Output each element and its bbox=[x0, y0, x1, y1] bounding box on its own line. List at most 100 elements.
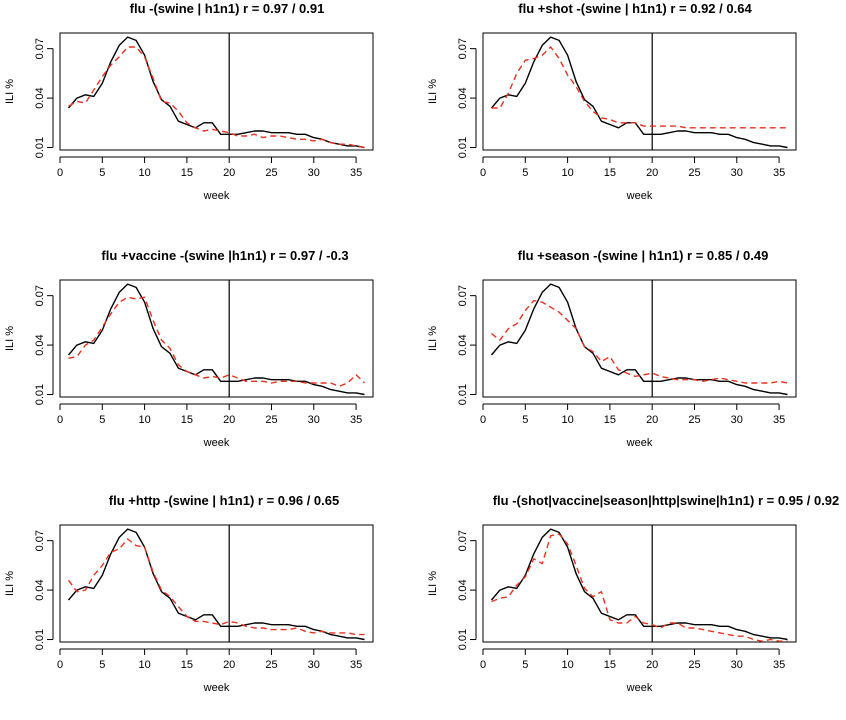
x-axis-label: week bbox=[626, 190, 653, 202]
x-tick-label: 5 bbox=[99, 167, 105, 179]
y-tick-label: 0.01 bbox=[457, 384, 469, 405]
y-tick-label: 0.04 bbox=[34, 334, 46, 355]
x-tick-label: 5 bbox=[522, 659, 528, 671]
x-tick-label: 5 bbox=[522, 167, 528, 179]
chart-panel-4: flu +season -(swine | h1n1) r = 0.85 / 0… bbox=[427, 248, 797, 449]
panel-title: flu +http -(swine | h1n1) r = 0.96 / 0.6… bbox=[109, 493, 339, 508]
x-axis-label: week bbox=[203, 190, 230, 202]
chart-panel-6: flu -(shot|vaccine|season|http|swine|h1n… bbox=[427, 493, 839, 694]
x-tick-label: 15 bbox=[181, 659, 193, 671]
series-line-estimated bbox=[491, 533, 788, 642]
x-tick-label: 20 bbox=[223, 167, 235, 179]
x-tick-label: 35 bbox=[773, 659, 785, 671]
x-tick-label: 20 bbox=[646, 167, 658, 179]
series-line-observed bbox=[490, 528, 788, 641]
plot-frame bbox=[59, 279, 374, 398]
y-tick-label: 0.07 bbox=[457, 38, 469, 59]
x-axis-label: week bbox=[626, 682, 653, 694]
x-tick-label: 10 bbox=[138, 659, 150, 671]
x-tick-label: 35 bbox=[350, 414, 362, 426]
y-tick-label: 0.01 bbox=[34, 384, 46, 405]
x-tick-label: 15 bbox=[604, 659, 616, 671]
x-axis-label: week bbox=[203, 682, 230, 694]
y-tick-label: 0.01 bbox=[34, 629, 46, 650]
series-line-observed bbox=[490, 36, 788, 149]
y-axis-label: ILI % bbox=[4, 326, 16, 351]
x-tick-label: 0 bbox=[57, 167, 63, 179]
chart-panel-2: flu +shot -(swine | h1n1) r = 0.92 / 0.6… bbox=[427, 1, 797, 202]
series-line-observed bbox=[67, 36, 365, 149]
x-tick-label: 30 bbox=[308, 414, 320, 426]
x-tick-label: 15 bbox=[604, 414, 616, 426]
x-tick-label: 10 bbox=[561, 414, 573, 426]
x-tick-label: 30 bbox=[308, 167, 320, 179]
x-tick-label: 0 bbox=[480, 414, 486, 426]
y-tick-label: 0.07 bbox=[34, 38, 46, 59]
x-tick-label: 35 bbox=[773, 167, 785, 179]
plot-frame bbox=[482, 279, 797, 398]
x-tick-label: 5 bbox=[99, 414, 105, 426]
series-line-estimated bbox=[68, 46, 365, 149]
y-axis-label: ILI % bbox=[427, 326, 439, 351]
panel-title: flu +vaccine -(swine |h1n1) r = 0.97 / -… bbox=[101, 248, 348, 263]
x-tick-label: 30 bbox=[308, 659, 320, 671]
y-axis-label: ILI % bbox=[4, 571, 16, 596]
y-axis-label: ILI % bbox=[4, 79, 16, 104]
plot-frame bbox=[482, 524, 797, 643]
y-tick-label: 0.04 bbox=[457, 579, 469, 600]
panel-title: flu -(swine | h1n1) r = 0.97 / 0.91 bbox=[130, 1, 325, 16]
series-line-observed bbox=[67, 528, 365, 641]
series-line-observed bbox=[67, 283, 365, 396]
x-tick-label: 20 bbox=[646, 414, 658, 426]
plot-frame bbox=[59, 524, 374, 643]
x-tick-label: 10 bbox=[561, 659, 573, 671]
chart-panel-1: flu -(swine | h1n1) r = 0.97 / 0.91 0 5 10 1… bbox=[4, 1, 374, 202]
series-line-estimated bbox=[68, 296, 365, 387]
series-line-estimated bbox=[67, 538, 365, 636]
x-tick-label: 30 bbox=[731, 167, 743, 179]
x-tick-label: 5 bbox=[99, 659, 105, 671]
x-axis-label: week bbox=[203, 437, 230, 449]
x-tick-label: 5 bbox=[522, 414, 528, 426]
plot-frame bbox=[482, 32, 797, 151]
y-tick-label: 0.01 bbox=[457, 629, 469, 650]
x-tick-label: 10 bbox=[561, 167, 573, 179]
y-axis-label: ILI % bbox=[427, 571, 439, 596]
x-tick-label: 20 bbox=[223, 659, 235, 671]
y-tick-label: 0.04 bbox=[457, 87, 469, 108]
panel-title: flu +shot -(swine | h1n1) r = 0.92 / 0.6… bbox=[518, 1, 752, 16]
x-tick-label: 20 bbox=[223, 414, 235, 426]
x-tick-label: 35 bbox=[350, 167, 362, 179]
x-tick-label: 15 bbox=[604, 167, 616, 179]
x-tick-label: 35 bbox=[773, 414, 785, 426]
x-tick-label: 10 bbox=[138, 167, 150, 179]
x-tick-label: 25 bbox=[265, 414, 277, 426]
y-tick-label: 0.07 bbox=[457, 530, 469, 551]
x-tick-label: 25 bbox=[688, 659, 700, 671]
x-tick-label: 25 bbox=[688, 414, 700, 426]
x-tick-label: 30 bbox=[731, 414, 743, 426]
x-tick-label: 0 bbox=[57, 414, 63, 426]
chart-panel-3: flu +vaccine -(swine |h1n1) r = 0.97 / -… bbox=[4, 248, 374, 449]
panel-title: flu -(shot|vaccine|season|http|swine|h1n… bbox=[493, 493, 840, 508]
y-tick-label: 0.07 bbox=[457, 285, 469, 306]
x-tick-label: 0 bbox=[480, 167, 486, 179]
x-tick-label: 0 bbox=[57, 659, 63, 671]
x-tick-label: 0 bbox=[480, 659, 486, 671]
x-tick-label: 35 bbox=[350, 659, 362, 671]
y-tick-label: 0.01 bbox=[457, 137, 469, 158]
chart-panel-5: flu +http -(swine | h1n1) r = 0.96 / 0.6… bbox=[4, 493, 374, 694]
plot-frame bbox=[59, 32, 374, 151]
y-tick-label: 0.04 bbox=[34, 87, 46, 108]
y-tick-label: 0.04 bbox=[457, 334, 469, 355]
y-tick-label: 0.04 bbox=[34, 579, 46, 600]
y-tick-label: 0.01 bbox=[34, 137, 46, 158]
x-tick-label: 25 bbox=[265, 659, 277, 671]
y-tick-label: 0.07 bbox=[34, 530, 46, 551]
series-line-estimated bbox=[491, 299, 788, 384]
x-tick-label: 25 bbox=[265, 167, 277, 179]
x-tick-label: 15 bbox=[181, 414, 193, 426]
x-tick-label: 15 bbox=[181, 167, 193, 179]
